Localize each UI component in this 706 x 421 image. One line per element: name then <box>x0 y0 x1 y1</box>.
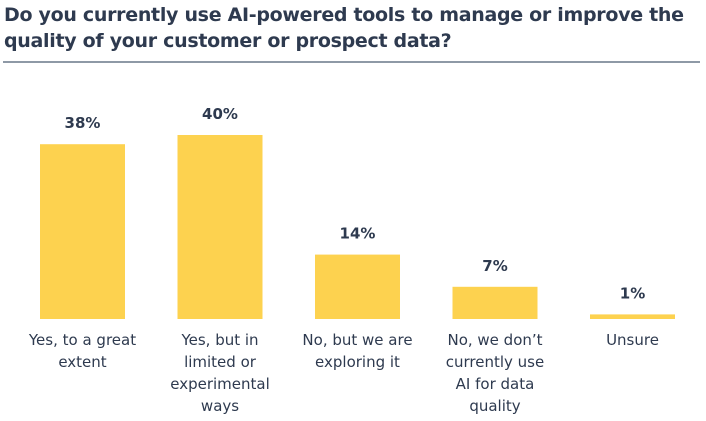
category-label-0: Yes, to a great extent <box>28 331 136 371</box>
category-label-line: exploring it <box>315 353 400 371</box>
value-label-2: 14% <box>340 225 376 243</box>
category-label-line: Unsure <box>606 331 659 349</box>
category-label-1: Yes, but in limited or experimental ways <box>170 331 270 415</box>
category-label-line: extent <box>58 353 106 371</box>
category-label-line: Yes, to a great <box>28 331 136 349</box>
category-label-line: quality <box>469 397 520 415</box>
chart-title: Do you currently use AI-powered tools to… <box>4 4 684 52</box>
category-label-line: ways <box>201 397 239 415</box>
category-label-4: Unsure <box>606 331 659 349</box>
value-label-3: 7% <box>482 257 507 275</box>
category-label-3: No, we don’t currently use AI for data qual… <box>446 331 544 415</box>
bar-1 <box>177 135 263 319</box>
value-label-1: 40% <box>202 105 238 123</box>
category-label-line: AI for data <box>456 375 535 393</box>
category-label-2: No, but we are exploring it <box>302 331 412 371</box>
value-label-4: 1% <box>620 284 645 302</box>
category-label-line: currently use <box>446 353 544 371</box>
category-label-line: Yes, but in <box>180 331 258 349</box>
category-label-line: limited or <box>184 353 257 371</box>
category-label-line: No, we don’t <box>447 331 542 349</box>
bar-2 <box>315 254 400 319</box>
bar-0 <box>40 144 125 319</box>
bar-3 <box>452 286 538 319</box>
value-label-0: 38% <box>65 114 101 132</box>
title-divider <box>3 61 700 63</box>
bar-4 <box>590 314 675 319</box>
category-label-line: No, but we are <box>302 331 412 349</box>
category-label-line: experimental <box>170 375 270 393</box>
